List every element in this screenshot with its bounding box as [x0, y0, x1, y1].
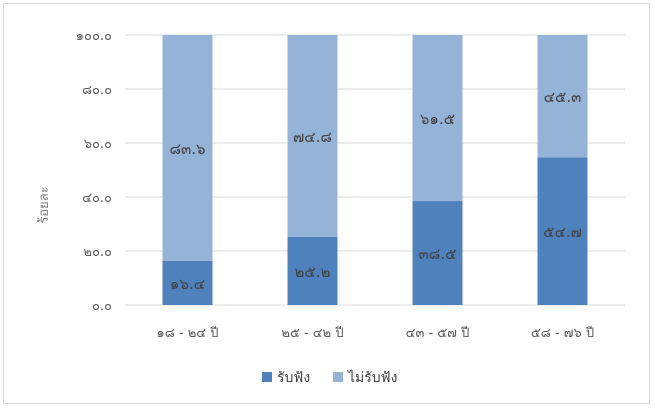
bar-reject-2: [287, 35, 338, 237]
legend-swatch: [262, 372, 272, 382]
data-label: ๔๕.๓: [544, 88, 582, 106]
y-axis-label: ร้อยละ: [37, 186, 52, 223]
bar-accept-3: [412, 201, 463, 305]
legend-swatch: [333, 372, 343, 382]
y-tick-label: ๑๐๐.๐: [76, 29, 112, 44]
y-tick-label: ๒๐.๐: [83, 245, 112, 260]
bar-reject-4: [537, 35, 588, 158]
bar-reject-3: [412, 35, 463, 202]
y-tick-label: ๖๐.๐: [84, 137, 112, 152]
y-tick-label: ๔๐.๐: [82, 191, 112, 206]
x-tick-label: ๕๘ - ๗๖ ปี: [531, 325, 594, 341]
y-tick-label: ๐.๐: [92, 299, 112, 314]
data-label: ๗๔.๘: [293, 128, 332, 146]
x-axis-ticks: ๑๘ - ๒๔ ปี ๒๕ - ๔๒ ปี ๔๓ - ๕๗ ปี ๕๘ - ๗๖ ปี: [156, 325, 594, 341]
data-label: ๕๔.๗: [543, 223, 582, 241]
data-label: ๓๘.๕: [419, 245, 457, 263]
legend-label: ไม่รับฟัง: [347, 369, 397, 386]
y-tick-label: ๘๐.๐: [82, 83, 112, 98]
data-labels: ๑๖.๔ ๘๓.๖๒๕.๒ ๗๔.๘๓๘.๕ ๖๑.๕๕๔.๗ ๔๕.๓: [169, 88, 581, 293]
bar-accept-1: [162, 260, 213, 305]
data-label: ๘๓.๖: [169, 140, 205, 158]
x-tick-label: ๒๕ - ๔๒ ปี: [281, 325, 343, 341]
bar-accept-4: [537, 157, 588, 305]
bar-accept-2: [287, 236, 338, 305]
data-label: ๑๖.๔: [170, 275, 205, 293]
bars: [162, 35, 588, 305]
bar-reject-1: [162, 35, 213, 261]
x-tick-label: ๑๘ - ๒๔ ปี: [156, 325, 218, 341]
x-tick-label: ๔๓ - ๕๗ ปี: [406, 325, 470, 341]
data-label: ๒๕.๒: [295, 263, 331, 281]
legend-label: รับฟัง: [277, 370, 310, 386]
legend: รับฟัง ไม่รับฟัง: [262, 369, 397, 386]
y-axis-ticks: ๐.๐ ๒๐.๐ ๔๐.๐ ๖๐.๐ ๘๐.๐ ๑๐๐.๐: [76, 29, 112, 314]
data-label: ๖๑.๕: [420, 110, 455, 128]
